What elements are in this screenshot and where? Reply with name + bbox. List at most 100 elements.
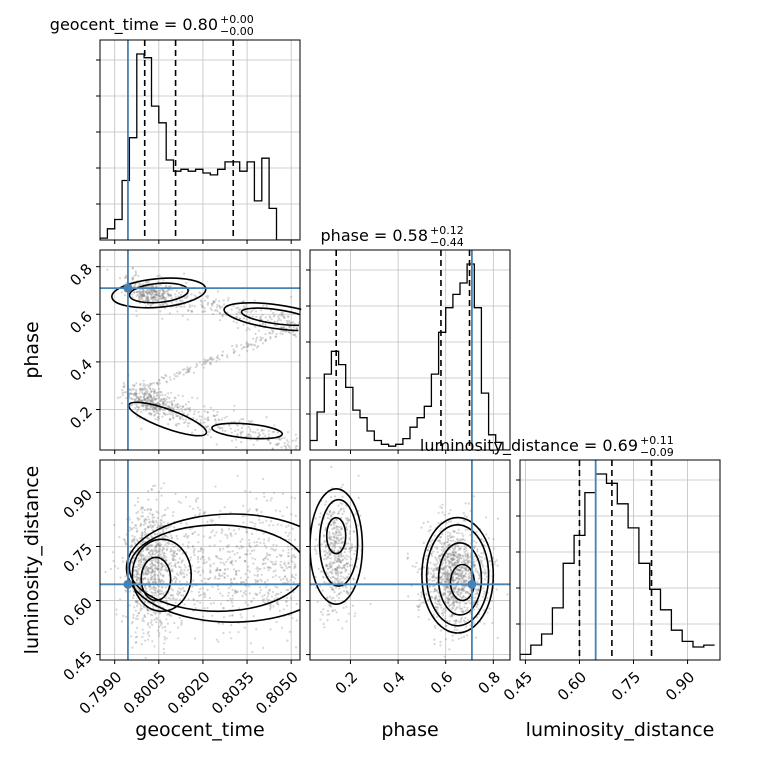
panel-geocent_time-vs-phase-point	[138, 392, 141, 395]
panel-phase-vs-luminosity_distance-point	[353, 615, 356, 618]
panel-geocent_time-vs-phase-point	[125, 396, 128, 400]
panel-geocent_time-vs-phase-point	[201, 305, 205, 308]
panel-geocent_time-vs-phase-point	[149, 304, 152, 307]
panel-geocent_time-vs-phase-point	[188, 368, 191, 371]
panel-geocent_time-vs-luminosity_distance-point	[151, 575, 154, 578]
panel-phase-vs-luminosity_distance-point	[438, 599, 441, 602]
panel-geocent_time-vs-luminosity_distance-point	[145, 533, 148, 536]
panel-geocent_time-vs-luminosity_distance-point	[172, 552, 175, 555]
panel-geocent_time-vs-luminosity_distance-point	[288, 532, 291, 535]
panel-geocent_time-vs-phase-point	[267, 433, 270, 436]
panel-phase-vs-luminosity_distance-point	[438, 598, 441, 601]
panel-geocent_time-vs-luminosity_distance-point	[143, 558, 146, 561]
panel-geocent_time-vs-luminosity_distance-point	[176, 537, 179, 540]
panel-phase-vs-luminosity_distance-point	[448, 543, 451, 546]
panel-phase-vs-luminosity_distance-point	[462, 560, 465, 563]
panel-geocent_time-vs-phase-point	[146, 289, 149, 292]
panel-phase-vs-luminosity_distance-point	[436, 546, 439, 549]
panel-geocent_time-vs-luminosity_distance-point	[265, 546, 268, 549]
panel-phase-vs-luminosity_distance-point	[439, 576, 442, 579]
panel-phase-vs-luminosity_distance-point	[432, 590, 435, 593]
panel-geocent_time-vs-luminosity_distance-point	[280, 626, 284, 629]
panel-geocent_time-vs-phase-point	[185, 296, 188, 300]
panel-phase-vs-luminosity_distance-point	[451, 564, 454, 568]
panel-geocent_time-vs-phase-point	[279, 319, 282, 322]
panel-phase-vs-luminosity_distance-point	[333, 527, 336, 530]
panel-geocent_time-vs-phase-point	[226, 356, 229, 359]
panel-phase-vs-luminosity_distance-point	[325, 500, 328, 503]
x-tick-label: 0.90	[662, 668, 698, 704]
panel-geocent_time-vs-luminosity_distance-point	[173, 551, 176, 554]
panel-phase-vs-luminosity_distance-point	[433, 589, 436, 593]
panel-phase-vs-luminosity_distance-point	[353, 553, 356, 556]
panel-phase-vs-luminosity_distance-point	[460, 588, 464, 591]
panel-geocent_time-vs-luminosity_distance-point	[118, 536, 121, 539]
panel-geocent_time-vs-luminosity_distance-point	[289, 596, 293, 599]
panel-geocent_time-vs-luminosity_distance-point	[256, 593, 259, 596]
histogram-geocent_time	[100, 53, 299, 240]
panel-geocent_time-vs-phase-point	[291, 330, 294, 333]
panel-geocent_time-vs-phase-point	[295, 453, 297, 455]
panel-geocent_time-vs-phase-point	[153, 396, 156, 399]
panel-geocent_time-vs-luminosity_distance-point	[161, 536, 164, 539]
panel-geocent_time-vs-phase-point	[123, 293, 126, 297]
panel-geocent_time-vs-phase-point	[249, 435, 252, 438]
panel-phase-vs-luminosity_distance-point	[329, 562, 332, 565]
panel-phase-vs-luminosity_distance-point	[477, 589, 480, 592]
panel-geocent_time-vs-luminosity_distance-point	[287, 561, 290, 564]
panel-geocent_time-vs-luminosity_distance-point	[132, 574, 135, 577]
panel-geocent_time-vs-phase-point	[213, 300, 216, 303]
panel-geocent_time-vs-phase-point	[128, 397, 131, 400]
panel-geocent_time-vs-luminosity_distance-point	[265, 554, 268, 557]
panel-geocent_time-vs-luminosity_distance-point	[135, 570, 138, 573]
panel-geocent_time-vs-phase-point	[166, 303, 169, 306]
panel-phase-vs-luminosity_distance-point	[443, 588, 446, 591]
panel-phase-vs-luminosity_distance-point	[458, 578, 461, 581]
panel-geocent_time-vs-phase-point	[190, 293, 193, 296]
panel-geocent_time-vs-luminosity_distance-point	[261, 595, 264, 598]
panel-geocent_time-vs-luminosity_distance-point	[163, 599, 166, 603]
panel-phase-vs-luminosity_distance-point	[337, 531, 340, 534]
panel-geocent_time-vs-luminosity_distance-point	[222, 607, 225, 610]
panel-phase-vs-luminosity_distance-point	[334, 541, 337, 545]
panel-phase-vs-luminosity_distance-point	[322, 575, 325, 578]
panel-geocent_time-vs-phase-point	[162, 403, 165, 407]
panel-geocent_time-vs-phase-point	[147, 407, 150, 410]
panel-geocent_time-vs-luminosity_distance-point	[140, 506, 143, 509]
panel-phase-vs-luminosity_distance-point	[430, 552, 433, 555]
panel-geocent_time-vs-luminosity_distance-point	[148, 634, 151, 638]
panel-geocent_time-vs-phase-point	[177, 372, 181, 376]
panel-geocent_time-vs-phase-point	[148, 290, 151, 293]
panel-geocent_time-vs-phase-point	[152, 406, 155, 409]
panel-geocent_time-vs-luminosity_distance-point	[233, 590, 236, 593]
panel-geocent_time-vs-phase-point	[158, 292, 161, 296]
panel-geocent_time-vs-luminosity_distance-point	[199, 574, 202, 577]
panel-phase-vs-luminosity_distance-point	[456, 555, 459, 558]
panel-geocent_time-vs-phase-point	[159, 390, 162, 393]
panel-geocent_time-vs-phase-point	[150, 297, 153, 300]
panel-phase-vs-luminosity_distance-point	[436, 598, 439, 601]
panel-geocent_time-vs-luminosity_distance-point	[140, 560, 143, 564]
panel-geocent_time-vs-phase-point	[232, 351, 236, 355]
panel-geocent_time-vs-luminosity_distance-point	[151, 578, 154, 581]
panel-geocent_time-vs-phase-point	[286, 321, 289, 325]
panel-geocent_time-vs-luminosity_distance-point	[163, 552, 166, 555]
panel-geocent_time-vs-phase-point	[160, 296, 163, 300]
panel-phase-vs-luminosity_distance-point	[324, 553, 327, 557]
panel-geocent_time-vs-phase-point	[276, 431, 279, 434]
panel-phase-vs-luminosity_distance-point	[450, 561, 453, 564]
panel-phase-vs-luminosity_distance-point	[457, 569, 461, 572]
panel-geocent_time-vs-phase-point	[229, 427, 232, 430]
panel-geocent_time-vs-luminosity_distance-point	[226, 574, 229, 578]
panel-phase-vs-luminosity_distance-point	[339, 525, 342, 529]
panel-geocent_time-vs-phase-point	[190, 310, 193, 313]
panel-phase-vs-luminosity_distance-point	[434, 569, 437, 572]
panel-phase-vs-luminosity_distance-point	[455, 556, 459, 559]
panel-geocent_time-vs-luminosity_distance-point	[147, 609, 150, 612]
panel-geocent_time-vs-phase-point	[177, 406, 180, 409]
panel-phase-vs-luminosity_distance-point	[452, 535, 455, 538]
panel-geocent_time-vs-phase-point	[152, 405, 155, 409]
panel-geocent_time-vs-phase-point	[274, 443, 277, 446]
panel-phase-vs-luminosity_distance-point	[331, 545, 334, 548]
panel-geocent_time-vs-phase-point	[172, 417, 175, 420]
